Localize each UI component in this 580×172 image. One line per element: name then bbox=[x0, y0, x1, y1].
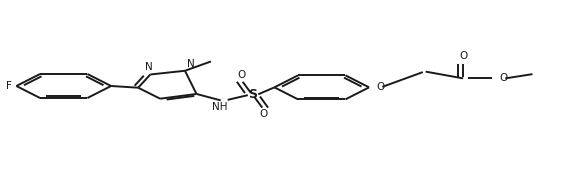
Text: F: F bbox=[6, 81, 12, 91]
Text: O: O bbox=[237, 70, 246, 80]
Text: O: O bbox=[499, 73, 507, 83]
Text: N: N bbox=[187, 59, 195, 69]
Text: N: N bbox=[145, 62, 153, 72]
Text: S: S bbox=[248, 88, 257, 101]
Text: O: O bbox=[459, 51, 467, 61]
Text: O: O bbox=[376, 82, 385, 92]
Text: O: O bbox=[259, 109, 267, 119]
Text: NH: NH bbox=[212, 102, 227, 112]
